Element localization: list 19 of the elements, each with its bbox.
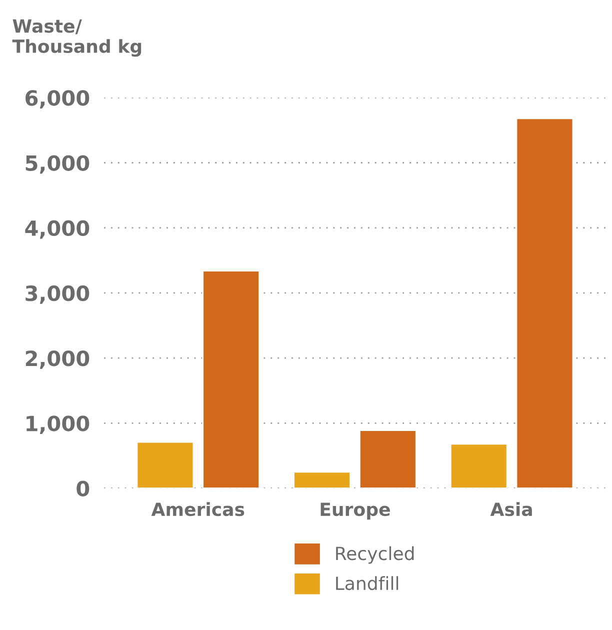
y-tick-label: 4,000 (25, 220, 90, 239)
legend-label: Recycled (336, 546, 414, 564)
bar (293, 471, 351, 488)
y-tick-label: 6,000 (26, 90, 90, 109)
x-tick-label: Europe (320, 502, 390, 520)
legend-label: Landfill (336, 576, 398, 590)
bar (516, 118, 574, 488)
y-axis-title: Waste/ Thousand kg (12, 19, 142, 57)
x-tick-label: Americas (151, 502, 244, 516)
x-tick-label: Asia (490, 502, 532, 516)
bar (202, 270, 260, 488)
y-tick-label: 2,000 (26, 350, 90, 369)
y-tick-label: 1,000 (26, 416, 90, 434)
y-tick-label: 5,000 (26, 155, 90, 174)
bar (136, 441, 194, 488)
bar (450, 443, 508, 488)
bar (358, 430, 417, 488)
y-tick-label: 3,000 (26, 285, 90, 304)
y-tick-label: 0 (76, 480, 90, 496)
